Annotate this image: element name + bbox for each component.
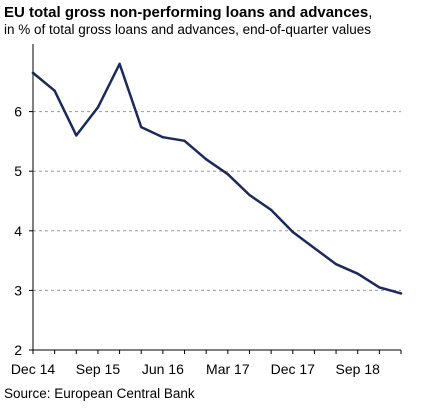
x-tick-label: Jun 16 bbox=[142, 361, 184, 377]
data-point-Jun-16 bbox=[161, 136, 165, 139]
data-point-Mar-18 bbox=[313, 246, 316, 250]
y-tick-label: 3 bbox=[14, 282, 22, 298]
data-point-Sep-17 bbox=[269, 208, 273, 212]
data-point-Dec-18 bbox=[378, 286, 381, 289]
data-point-Sep-15 bbox=[96, 106, 100, 109]
data-point-Sep-16 bbox=[183, 139, 186, 143]
data-point-Sep-18 bbox=[356, 272, 359, 275]
data-point-Dec-14 bbox=[31, 71, 35, 75]
y-tick-label: 2 bbox=[14, 342, 22, 358]
data-point-Jun-18 bbox=[334, 262, 338, 266]
data-point-Jun-15 bbox=[75, 134, 78, 137]
chart-subtitle: in % of total gross loans and advances, … bbox=[4, 22, 371, 37]
series-line-npl-ratio bbox=[31, 62, 403, 295]
series bbox=[31, 62, 403, 295]
data-point-Mar-17 bbox=[226, 172, 230, 176]
x-tick-label: Dec 17 bbox=[271, 361, 316, 377]
source-note: Source: European Central Bank bbox=[4, 386, 195, 401]
data-point-Mar-15 bbox=[53, 89, 56, 92]
data-point-Dec-15 bbox=[118, 62, 121, 66]
y-tick-label: 6 bbox=[14, 104, 22, 120]
x-tick-label: Mar 17 bbox=[206, 361, 250, 377]
gridlines bbox=[33, 111, 401, 291]
data-point-Dec-16 bbox=[204, 158, 208, 161]
y-tick-label: 5 bbox=[14, 163, 22, 179]
x-tick-label: Sep 15 bbox=[76, 361, 121, 377]
data-point-Jun-17 bbox=[248, 193, 251, 197]
x-tick-label: Sep 18 bbox=[336, 361, 381, 377]
data-point-Mar-19 bbox=[399, 292, 403, 295]
x-tick-labels: Dec 14 Sep 15 Jun 16 Mar 17 Dec 17 Sep 18 bbox=[11, 361, 380, 377]
y-tick-labels: 2 3 4 5 6 bbox=[14, 104, 22, 358]
data-point-Dec-17 bbox=[291, 230, 294, 234]
axes bbox=[29, 44, 402, 354]
data-point-Mar-16 bbox=[140, 125, 143, 129]
chart-title: EU total gross non-performing loans and … bbox=[4, 4, 373, 21]
y-tick-label: 4 bbox=[14, 223, 22, 239]
x-tick-label: Dec 14 bbox=[11, 361, 56, 377]
